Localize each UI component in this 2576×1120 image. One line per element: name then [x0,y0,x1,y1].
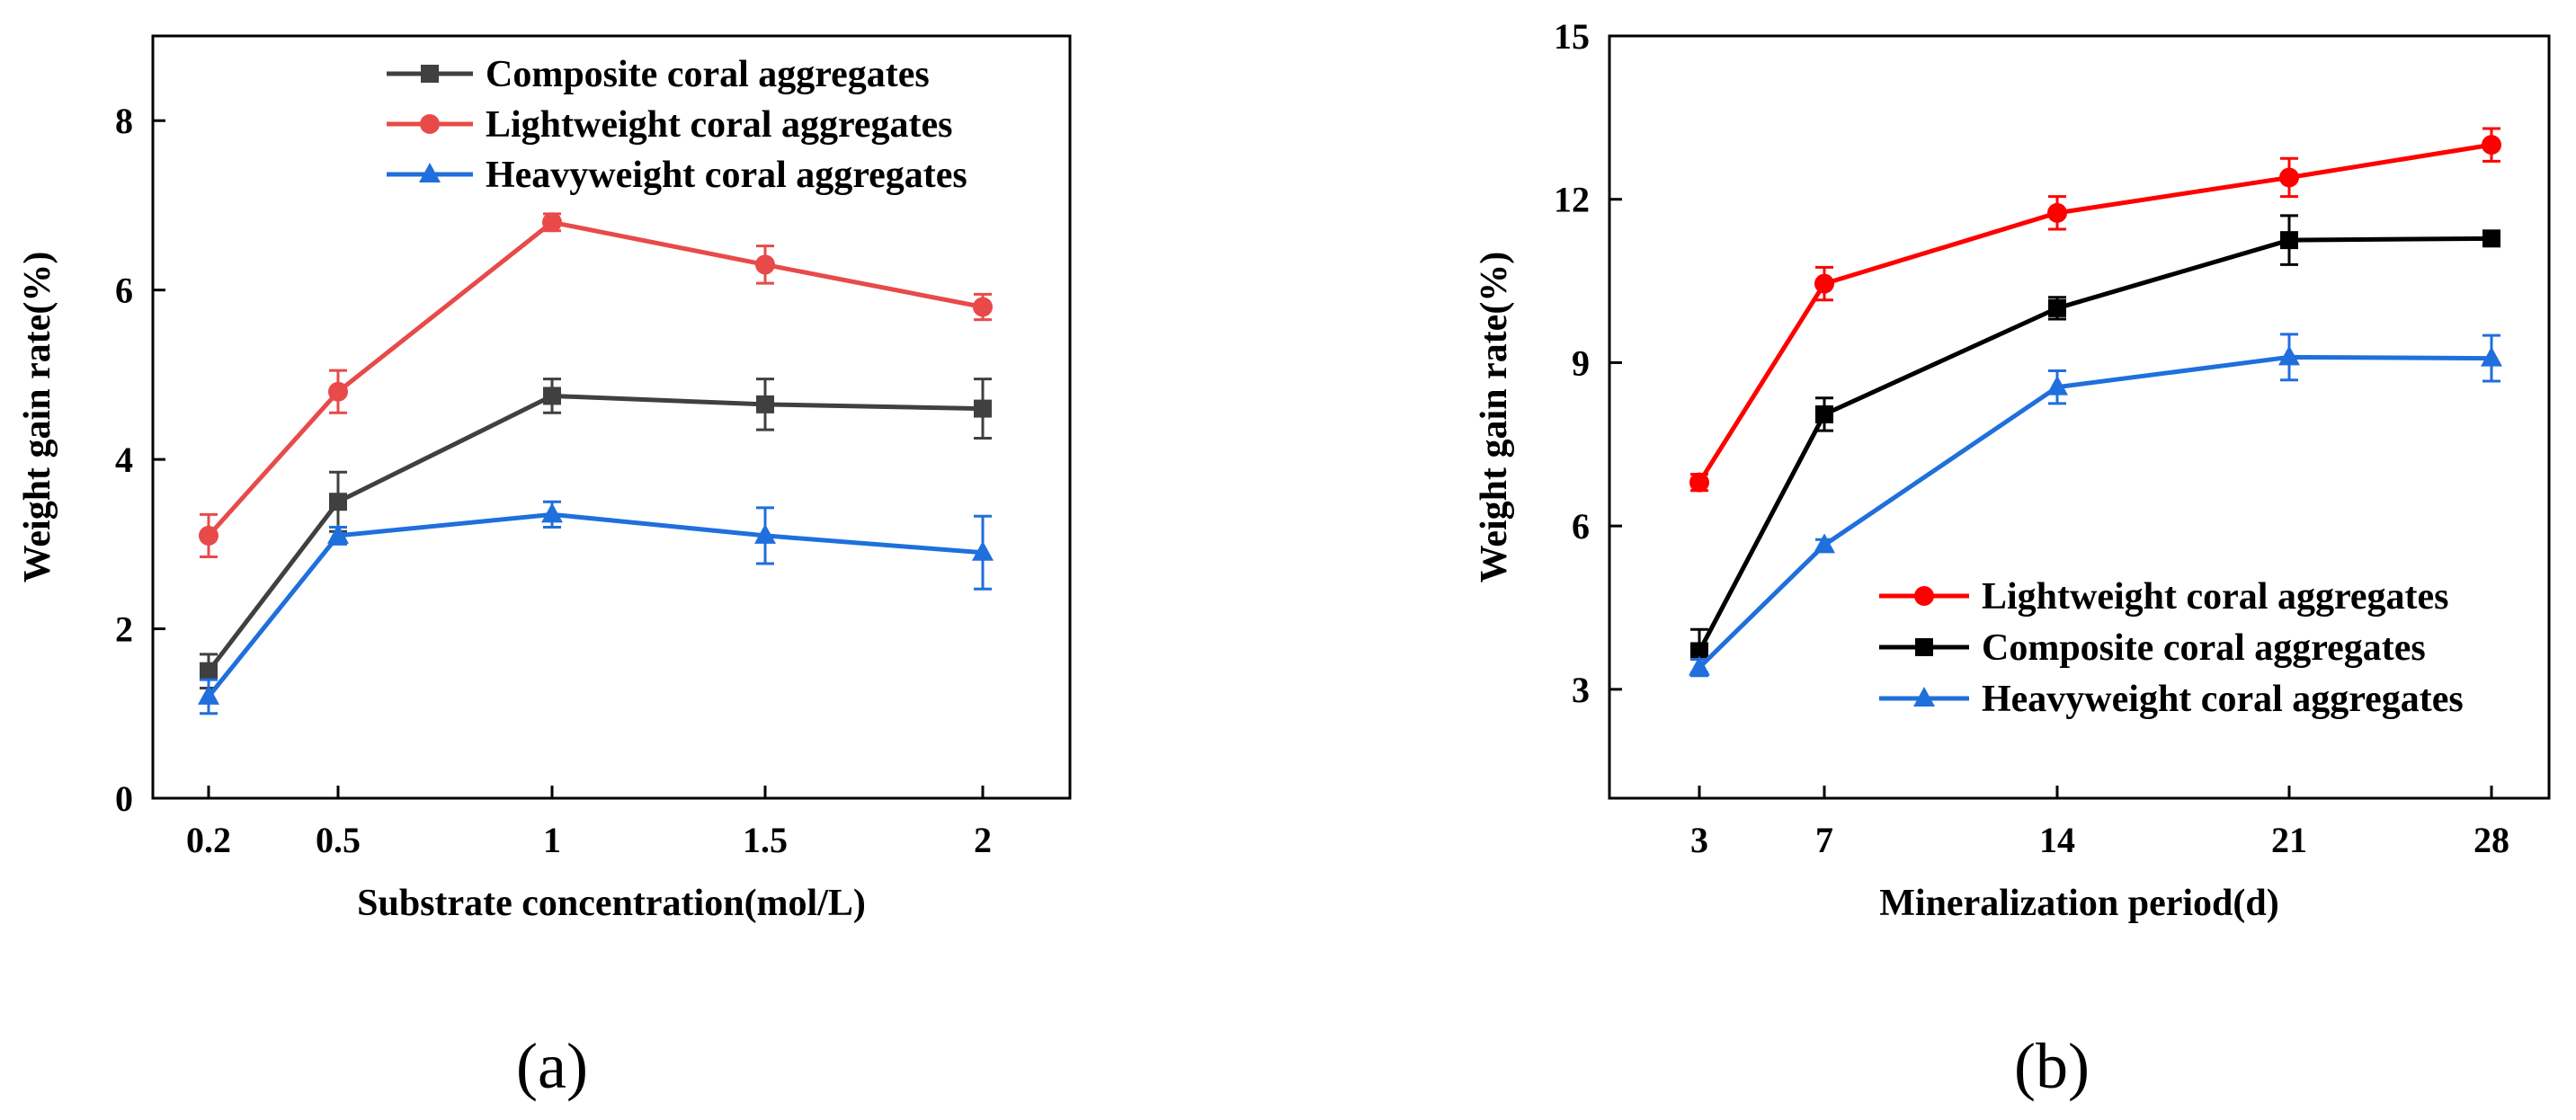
y-tick-label: 12 [1554,180,1590,220]
data-point [2482,229,2500,248]
data-point [972,540,994,561]
y-tick-label: 3 [1572,670,1590,710]
legend-marker [421,65,439,83]
x-tick-label: 28 [2473,820,2509,860]
chart-panel-a: 0 2 4 6 8 0.2 0.5 1 1.5 2 Substrate concentration(… [17,34,1072,1102]
data-point [329,493,347,511]
data-point [2279,167,2299,188]
data-point [2278,345,2300,366]
chart-panel-b: 3 6 9 12 15 3 7 14 21 28 Mineralization period(d) W… [1474,16,2551,1102]
x-axis-title: Substrate concentration(mol/L) [357,883,866,924]
x-tick-label: 2 [974,820,992,860]
series-heavyweight-coral-aggregates [1689,333,2502,678]
data-point [1689,655,1710,676]
legend-marker [419,163,441,182]
data-point [974,399,992,418]
series-line [207,393,984,673]
series-lightweight-coral-aggregates [1689,127,2501,493]
y-tick-label: 8 [115,101,133,141]
data-point [199,525,218,546]
data-point [1690,642,1708,661]
legend-label: Heavyweight coral aggregates [1982,679,2464,720]
data-point [543,387,561,405]
data-point [328,381,348,402]
y-tick-label: 9 [1572,342,1590,383]
data-point [2047,202,2067,223]
data-point [2482,135,2501,156]
data-point [2046,375,2068,396]
legend-label: Composite coral aggregates [486,54,930,95]
y-tick-label: 2 [115,609,133,650]
x-tick-label: 1.5 [743,820,788,860]
data-point [2481,346,2502,367]
data-point [2048,298,2066,317]
legend-marker [1914,586,1934,606]
y-tick-label: 6 [1572,506,1590,547]
data-point [754,523,776,544]
x-tick-label: 3 [1690,820,1708,860]
y-axis-title: Weight gain rate(%) [17,252,58,583]
data-point [1814,273,1834,294]
x-tick-label: 0.5 [316,820,361,860]
legend-label: Lightweight coral aggregates [486,104,952,146]
data-point [198,684,219,705]
panel-label: (b) [2014,1030,2090,1102]
plot-frame [151,34,1072,800]
panel-label: (a) [516,1030,588,1102]
data-point [1814,533,1835,554]
data-point [541,502,563,523]
data-point [327,523,349,544]
legend-marker [420,114,440,134]
data-point [2280,231,2298,250]
y-tick-label: 6 [115,271,133,311]
y-tick-label: 0 [115,778,133,819]
x-tick-label: 7 [1815,820,1833,860]
series-lightweight-coral-aggregates [199,212,993,558]
legend-label: Lightweight coral aggregates [1982,576,2448,618]
series-heavyweight-coral-aggregates [198,500,994,716]
legend-marker [1915,638,1933,656]
x-tick-label: 21 [2271,820,2307,860]
data-point [1689,472,1709,493]
y-tick-label: 4 [115,440,133,480]
data-point [1815,404,1833,423]
plot-frame [1608,34,2551,800]
data-point [973,297,993,317]
series-line [1698,354,2492,670]
y-axis-title: Weight gain rate(%) [1474,252,1515,583]
data-point [755,254,775,275]
x-axis-title: Mineralization period(d) [1879,883,2278,924]
x-tick-label: 14 [2039,820,2075,860]
series-composite-coral-aggregates [200,378,992,690]
legend-label: Heavyweight coral aggregates [486,155,967,196]
data-point [542,212,562,233]
legend-label: Composite coral aggregates [1982,627,2426,669]
series-line [207,219,984,538]
x-tick-label: 0.2 [186,820,231,860]
data-point [756,395,774,413]
data-point [200,662,218,680]
legend-marker [1913,687,1935,707]
series-line [207,511,984,698]
x-tick-label: 1 [543,820,561,860]
y-tick-label: 15 [1554,16,1590,57]
